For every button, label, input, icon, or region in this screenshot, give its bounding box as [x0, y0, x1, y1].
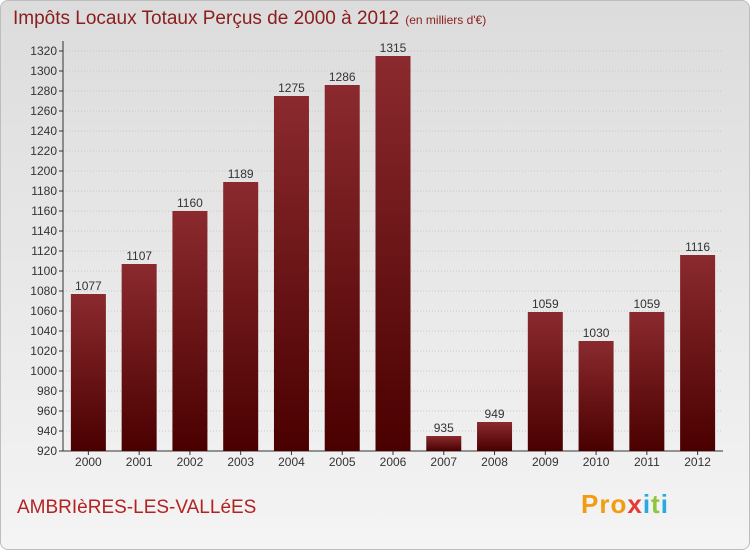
- x-tick-label: 2003: [227, 455, 254, 469]
- commune-name: AMBRIèRES-LES-VALLéES: [17, 497, 257, 518]
- x-tick-label: 2009: [532, 455, 559, 469]
- y-tick-label: 1220: [30, 144, 57, 158]
- logo-part-x: x: [627, 489, 643, 519]
- x-tick-label: 2002: [177, 455, 204, 469]
- data-label: 1160: [177, 196, 203, 210]
- data-label: 1189: [228, 167, 254, 181]
- x-tick-label: 2001: [126, 455, 153, 469]
- y-tick-label: 1300: [30, 64, 57, 78]
- y-tick-label: 1100: [31, 264, 57, 278]
- data-label: 949: [485, 407, 505, 421]
- logo-part-i: i: [642, 489, 652, 519]
- x-tick-label: 2011: [634, 455, 660, 469]
- bar: [375, 56, 411, 451]
- y-tick-label: 1200: [30, 164, 57, 178]
- y-tick-label: 1000: [30, 364, 57, 378]
- y-tick-label: 1140: [31, 224, 57, 238]
- logo-part-i2: i: [660, 489, 669, 519]
- bar: [629, 312, 665, 451]
- bar: [273, 96, 309, 451]
- bar: [70, 294, 106, 451]
- bar: [578, 341, 614, 451]
- y-tick-label: 1280: [30, 84, 57, 98]
- bar: [121, 264, 157, 451]
- y-tick-label: 1060: [30, 304, 57, 318]
- bar: [477, 422, 513, 451]
- chart-title: Impôts Locaux Totaux Perçus de 2000 à 20…: [13, 8, 486, 30]
- y-tick-label: 1260: [30, 104, 57, 118]
- x-tick-label: 2004: [278, 455, 305, 469]
- bar: [527, 312, 563, 451]
- data-label: 1030: [583, 326, 610, 340]
- y-tick-label: 1180: [31, 184, 57, 198]
- bar: [324, 85, 360, 451]
- data-label: 1077: [75, 279, 102, 293]
- data-label: 1059: [532, 297, 559, 311]
- chart-subtitle: (en milliers d'€): [405, 13, 487, 27]
- data-label: 1116: [685, 240, 710, 254]
- bar: [426, 436, 462, 451]
- data-label: 1275: [278, 81, 305, 95]
- data-label: 1315: [380, 41, 407, 55]
- y-tick-label: 980: [37, 384, 57, 398]
- x-tick-label: 2008: [481, 455, 508, 469]
- logo-part-pro: Pro: [581, 489, 628, 519]
- logo-part-t: t: [651, 489, 661, 519]
- data-label: 1059: [633, 297, 660, 311]
- y-tick-label: 1320: [30, 44, 57, 58]
- y-tick-label: 920: [37, 444, 57, 458]
- labels: 920 940 960 980 1000 1020 1040 1060 1080 1100 1120…: [30, 41, 711, 469]
- data-label: 1107: [126, 249, 152, 263]
- x-tick-label: 2007: [430, 455, 457, 469]
- bars: [70, 56, 716, 451]
- bar: [680, 255, 716, 451]
- x-tick-label: 2010: [583, 455, 610, 469]
- bar: [223, 182, 259, 451]
- y-tick-label: 1020: [30, 344, 57, 358]
- proxiti-logo[interactable]: Proxiti: [581, 489, 669, 520]
- y-tick-label: 1160: [31, 204, 57, 218]
- y-tick-label: 1240: [30, 124, 57, 138]
- chart-title-text: Impôts Locaux Totaux Perçus de 2000 à 20…: [13, 8, 400, 29]
- y-tick-label: 940: [37, 424, 57, 438]
- y-tick-label: 960: [37, 404, 57, 418]
- y-tick-label: 1080: [30, 284, 57, 298]
- x-tick-label: 2012: [684, 455, 711, 469]
- x-tick-label: 2005: [329, 455, 356, 469]
- x-tick-label: 2000: [75, 455, 102, 469]
- bar: [172, 211, 208, 451]
- x-tick-label: 2006: [380, 455, 407, 469]
- data-label: 1286: [329, 70, 356, 84]
- data-label: 935: [434, 421, 454, 435]
- y-tick-label: 1120: [31, 244, 57, 258]
- y-tick-label: 1040: [30, 324, 57, 338]
